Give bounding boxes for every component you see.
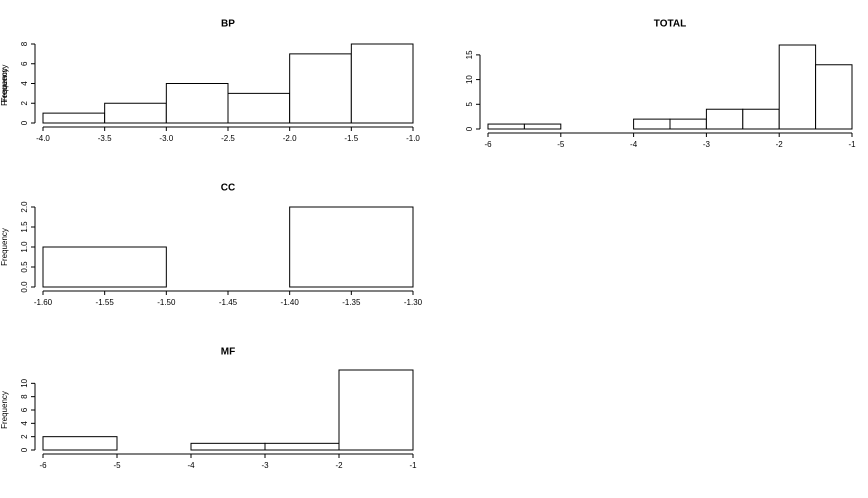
x-tick-label: -1	[848, 140, 856, 149]
x-tick-label: -1.60	[34, 298, 53, 307]
bar	[42, 436, 118, 451]
x-tick-label: -1.50	[157, 298, 176, 307]
bar	[42, 246, 167, 288]
bar	[338, 369, 414, 451]
y-tick-label: 1.0	[20, 241, 29, 253]
bar	[289, 206, 414, 288]
y-tick-label: 1.5	[20, 221, 29, 233]
bar	[350, 43, 414, 124]
x-tick-label: -3.0	[159, 134, 173, 143]
bar	[165, 83, 229, 124]
y-tick-label: 0.0	[20, 281, 29, 293]
y-axis-label: Frequency	[0, 228, 9, 266]
y-tick-label: 2	[20, 100, 29, 105]
y-axis-label: Frequency	[0, 68, 9, 106]
y-tick-label: 2.0	[20, 201, 29, 213]
x-tick-label: -3.5	[98, 134, 112, 143]
x-tick-label: -3	[261, 461, 269, 470]
x-tick-label: -4.0	[36, 134, 50, 143]
x-tick-label: -3	[703, 140, 711, 149]
y-tick-label: 0	[20, 120, 29, 125]
x-tick-label: -2	[335, 461, 343, 470]
x-tick-label: -1	[409, 461, 417, 470]
y-tick-label: 0.5	[20, 261, 29, 273]
bar	[633, 118, 671, 130]
y-tick-label: 8	[20, 394, 29, 399]
x-tick-label: -2	[776, 140, 784, 149]
x-tick-label: -4	[630, 140, 638, 149]
y-tick-label: 6	[20, 407, 29, 412]
x-tick-label: -6	[39, 461, 47, 470]
x-tick-label: -2.0	[283, 134, 297, 143]
y-tick-label: 15	[465, 50, 474, 59]
bar	[104, 102, 167, 124]
y-axis-label: Frequency	[0, 65, 9, 103]
x-tick-label: -6	[484, 140, 492, 149]
x-tick-label: -5	[557, 140, 565, 149]
y-tick-label: 0	[465, 126, 474, 131]
y-tick-label: 4	[20, 81, 29, 86]
bar	[705, 108, 744, 130]
bar	[487, 123, 525, 130]
x-tick-label: -1.45	[219, 298, 238, 307]
bar	[669, 118, 707, 130]
x-tick-label: -1.5	[344, 134, 358, 143]
y-tick-label: 0	[20, 447, 29, 452]
y-tick-label: 8	[20, 41, 29, 46]
bar	[264, 442, 340, 451]
x-tick-label: -1.30	[404, 298, 423, 307]
bar	[742, 108, 780, 130]
bar	[523, 123, 562, 130]
y-tick-label: 2	[20, 434, 29, 439]
x-tick-label: -1.35	[342, 298, 361, 307]
x-tick-label: -1.40	[281, 298, 300, 307]
bar	[42, 112, 106, 124]
bar	[289, 53, 352, 124]
x-tick-label: -1.0	[406, 134, 420, 143]
y-tick-label: 5	[465, 102, 474, 107]
x-tick-label: -4	[187, 461, 195, 470]
y-tick-label: 10	[465, 75, 474, 84]
x-tick-label: -5	[113, 461, 121, 470]
bar	[227, 92, 291, 124]
bar	[815, 64, 853, 130]
y-tick-label: 10	[20, 378, 29, 387]
y-tick-label: 4	[20, 421, 29, 426]
y-axis-label: Frequency	[0, 391, 9, 429]
chart-title: TOTAL	[654, 19, 686, 30]
chart-title: MF	[221, 347, 235, 358]
chart-title: BP	[221, 19, 235, 30]
y-tick-label: 6	[20, 61, 29, 66]
chart-title: CC	[221, 183, 235, 194]
x-tick-label: -1.55	[96, 298, 115, 307]
bar	[778, 44, 817, 130]
x-tick-label: -2.5	[221, 134, 235, 143]
bar	[190, 442, 266, 451]
